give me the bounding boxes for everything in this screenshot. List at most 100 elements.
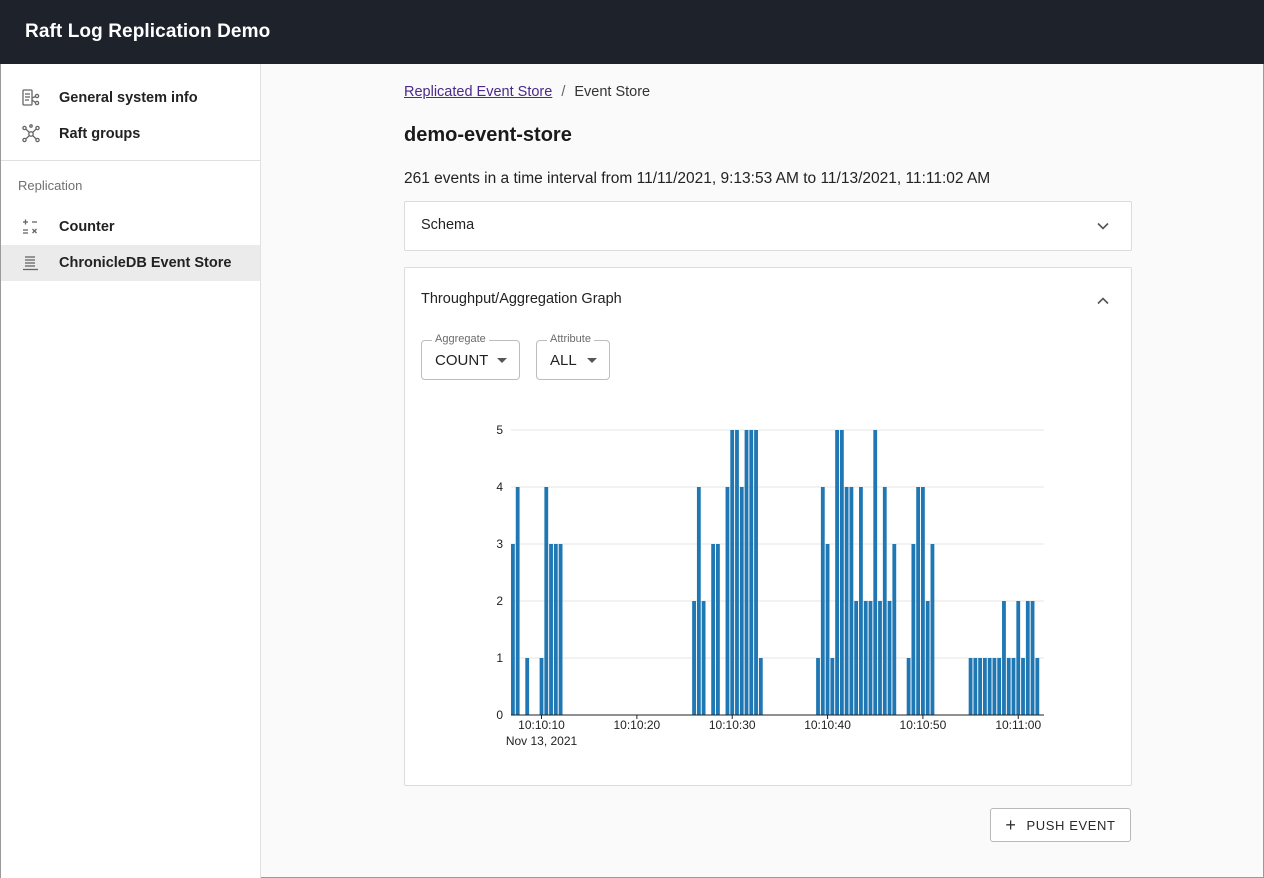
chart-bar [816,658,820,715]
chart-bar [558,544,563,715]
chart-bar [992,658,997,715]
sidebar-item-label: ChronicleDB Event Store [59,255,232,271]
sidebar-item-label: Raft groups [59,126,141,142]
graph-panel-title: Throughput/Aggregation Graph [421,291,622,307]
chart-x-tick-label: 10:10:10 [518,718,565,732]
chart-bar [1030,601,1035,715]
chevron-up-icon[interactable] [1095,293,1111,309]
chart-bar [882,487,887,715]
chart-bar [744,430,749,715]
sidebar-section-label: Replication [18,178,83,193]
chart-bar [859,487,863,715]
caret-down-icon [587,358,597,363]
breadcrumb: Replicated Event Store / Event Store [404,84,650,100]
chart-bar [1021,658,1025,715]
chart-bar [878,601,882,715]
chart-bar [711,544,716,715]
sidebar: General system info Raft groups Replicat… [0,64,261,878]
chart-bar [544,487,549,715]
sidebar-item-counter[interactable]: Counter [1,209,260,245]
chart-bar [1011,658,1016,715]
chart-bar [916,487,921,715]
chart-bar [749,430,754,715]
chart-y-tick-label: 4 [496,480,503,494]
sidebar-item-general-system-info[interactable]: General system info [1,80,260,116]
event-summary: 261 events in a time interval from 11/11… [404,170,991,187]
chart-x-tick-label: 10:10:30 [709,718,756,732]
schema-accordion-title: Schema [421,217,475,233]
chart-bar [906,658,911,715]
chart-bar [830,658,835,715]
chart-bar [539,658,544,715]
chart-x-tick-label: 10:10:40 [804,718,851,732]
plus-icon: + [1005,815,1017,835]
chart-y-tick-label: 1 [496,651,503,665]
attribute-select-label: Attribute [547,333,594,345]
chart-bar [701,601,706,715]
chart-bar [692,601,696,715]
breadcrumb-separator: / [561,84,566,100]
chart-y-tick-label: 5 [496,423,503,437]
chart-bar [839,430,844,715]
chart-bar [735,430,739,715]
chart-bar [849,487,854,715]
chart-bar [730,430,735,715]
chart-bar [716,544,720,715]
chart-bar [887,601,892,715]
push-event-button[interactable]: + PUSH EVENT [990,808,1131,842]
sidebar-item-raft-groups[interactable]: Raft groups [1,116,260,152]
chart-bar [911,544,916,715]
aggregate-select-label: Aggregate [432,333,489,345]
chart-bar [982,658,987,715]
chart-bar [997,658,1002,715]
chart-bar [968,658,973,715]
chart-bar [925,601,930,715]
chart-bar [820,487,825,715]
chart-bar [1035,658,1040,715]
chart-x-tick-label: 10:10:20 [614,718,661,732]
chart-bar [873,430,878,715]
chart-bar [930,544,935,715]
sidebar-item-chronicledb-event-store[interactable]: ChronicleDB Event Store [1,245,260,281]
chart-bar [511,544,515,715]
breadcrumb-current: Event Store [574,84,651,100]
chart-bar [515,487,520,715]
chart-bar [758,658,763,715]
schema-accordion[interactable]: Schema [404,201,1132,251]
chevron-down-icon[interactable] [1095,218,1111,234]
chart-bar [1006,658,1011,715]
sidebar-item-label: Counter [59,219,115,235]
caret-down-icon [497,358,507,363]
chart-y-tick-label: 3 [496,537,503,551]
chart-x-tick-label: 10:11:00 [995,718,1041,732]
chart-x-date-label: Nov 13, 2021 [506,734,578,748]
system-info-icon [21,88,41,108]
chart-bar [892,544,897,715]
sidebar-item-label: General system info [59,90,198,106]
chart-bar [549,544,553,715]
breadcrumb-link-replicated-event-store[interactable]: Replicated Event Store [404,84,553,100]
chart-bar [754,430,758,715]
chart-bar [868,601,873,715]
chart-bar [1002,601,1006,715]
chart-bar [1016,601,1021,715]
chart-bar [973,658,978,715]
throughput-graph-panel: Throughput/Aggregation Graph Aggregate C… [404,267,1132,786]
push-event-label: PUSH EVENT [1026,817,1116,833]
chart-bar [978,658,983,715]
chart-bar [835,430,839,715]
attribute-select[interactable]: Attribute ALL [536,333,610,380]
chart-bar [844,487,849,715]
sidebar-divider [1,160,260,161]
chart-bar [854,601,859,715]
chart-x-tick-label: 10:10:50 [900,718,947,732]
chart-y-tick-label: 0 [496,708,503,722]
chart-y-tick-label: 2 [496,594,503,608]
chart-bar [863,601,868,715]
chart-bar [553,544,558,715]
chart-bar [825,544,830,715]
chart-bar [739,487,744,715]
app-bar: Raft Log Replication Demo [0,0,1264,64]
aggregate-select[interactable]: Aggregate COUNT [421,333,520,380]
chart-bar [1025,601,1030,715]
